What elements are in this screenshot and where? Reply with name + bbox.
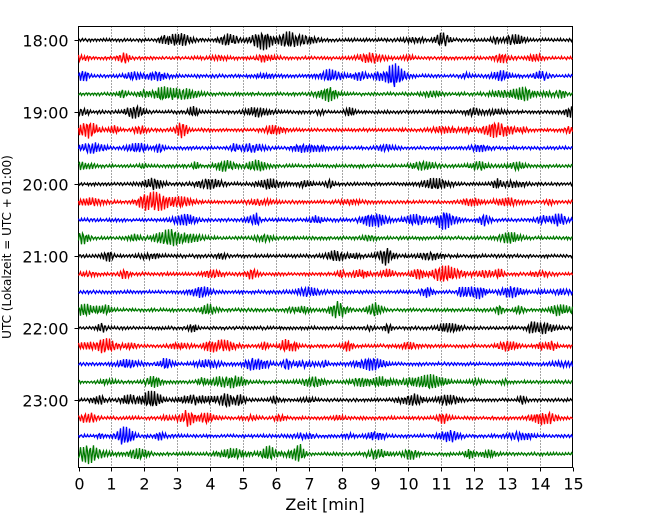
trace-line xyxy=(77,63,573,88)
x-tick-label: 14 xyxy=(530,475,550,494)
x-tick-label: 0 xyxy=(74,475,84,494)
trace-line xyxy=(77,142,573,155)
trace-line xyxy=(77,51,573,64)
x-tick-label: 6 xyxy=(271,475,281,494)
x-axis-ticks: 0 1 2 3 4 5 6 7 8 9 10 11 12 13 14 15 xyxy=(74,467,584,494)
x-tick-label: 2 xyxy=(139,475,149,494)
trace-line xyxy=(77,443,574,465)
trace-line xyxy=(78,300,574,319)
plot-frame xyxy=(78,26,573,468)
trace-line xyxy=(77,177,574,191)
trace-line xyxy=(77,121,574,139)
x-tick-label: 13 xyxy=(497,475,517,494)
y-tick-label: 23:00 xyxy=(22,392,68,411)
x-tick-label: 9 xyxy=(370,475,380,494)
y-axis-label: UTC (Lokalzeit = UTC + 01:00) xyxy=(0,155,14,339)
x-tick-label: 1 xyxy=(106,475,116,494)
y-axis-ticks: 18:00 19:00 20:00 21:00 22:00 23:00 xyxy=(22,32,79,411)
trace-line xyxy=(77,191,573,212)
x-tick-label: 4 xyxy=(205,475,215,494)
seismogram-traces xyxy=(77,31,574,465)
trace-line xyxy=(77,321,573,335)
y-tick-label: 21:00 xyxy=(22,248,68,267)
y-tick-label: 20:00 xyxy=(22,176,68,195)
y-tick-label: 22:00 xyxy=(22,320,68,339)
x-tick-label: 8 xyxy=(337,475,347,494)
x-tick-label: 3 xyxy=(172,475,182,494)
x-tick-label: 11 xyxy=(431,475,451,494)
trace-line xyxy=(77,85,574,103)
trace-line xyxy=(78,159,573,173)
x-tick-label: 7 xyxy=(304,475,314,494)
trace-line xyxy=(77,426,574,445)
trace-line xyxy=(77,338,573,354)
x-tick-label: 5 xyxy=(238,475,248,494)
y-tick-label: 19:00 xyxy=(22,104,68,123)
trace-line xyxy=(77,409,574,427)
trace-line xyxy=(77,357,574,371)
trace-line xyxy=(77,247,574,266)
x-axis-label: Zeit [min] xyxy=(285,495,364,514)
trace-line xyxy=(77,212,574,230)
x-tick-label: 10 xyxy=(398,475,418,494)
trace-line xyxy=(77,229,573,247)
trace-line xyxy=(77,265,574,282)
y-tick-label: 18:00 xyxy=(22,32,68,51)
trace-line xyxy=(78,285,574,300)
trace-line xyxy=(77,104,574,119)
trace-line xyxy=(77,390,574,409)
trace-line xyxy=(78,31,574,51)
x-tick-label: 12 xyxy=(464,475,484,494)
x-tick-label: 15 xyxy=(563,475,583,494)
trace-line xyxy=(78,373,573,390)
